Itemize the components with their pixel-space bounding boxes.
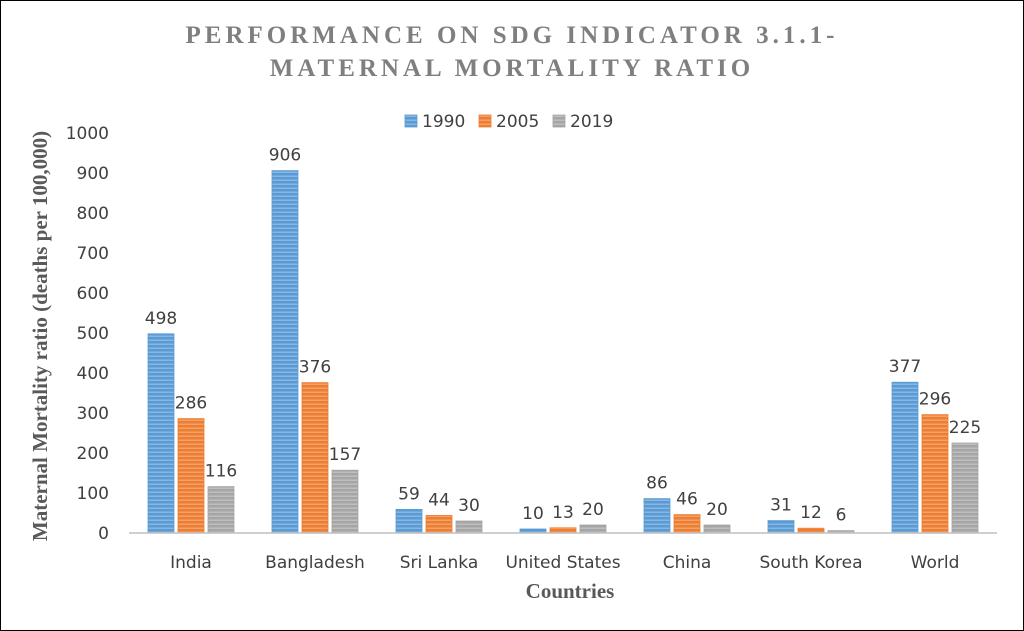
y-tick-label: 200	[77, 444, 109, 464]
legend-label: 2019	[570, 112, 613, 132]
bar-2005	[921, 414, 949, 534]
bar-2019	[207, 486, 235, 534]
x-tick-label: South Korea	[759, 553, 862, 573]
data-label: 116	[205, 462, 237, 482]
data-label: 286	[175, 394, 207, 414]
chart-title-line-1: PERFORMANCE ON SDG INDICATOR 3.1.1-	[186, 22, 839, 49]
bar-2005	[549, 527, 577, 534]
x-tick-label: India	[170, 553, 212, 573]
bar-1990	[891, 381, 919, 534]
data-label: 31	[770, 496, 792, 516]
legend-label: 2005	[496, 112, 539, 132]
bar-1990	[767, 520, 795, 534]
x-tick-label: China	[663, 553, 712, 573]
x-tick-label: World	[911, 553, 960, 573]
y-tick-label: 600	[77, 284, 109, 304]
data-label: 10	[522, 504, 544, 524]
legend: 1990 2005 2019	[404, 112, 613, 132]
data-label: 59	[398, 484, 420, 504]
legend-swatch	[552, 114, 566, 128]
x-axis-title: Countries	[526, 579, 615, 603]
data-label: 6	[836, 506, 847, 526]
data-label: 46	[676, 490, 698, 510]
legend-label: 1990	[422, 112, 465, 132]
y-tick-label: 1000	[66, 124, 109, 144]
data-label: 30	[458, 496, 480, 516]
x-tick-label: Bangladesh	[265, 553, 365, 573]
x-tick-label: United States	[505, 553, 620, 573]
data-label: 296	[919, 390, 951, 410]
bar-2005	[673, 514, 701, 534]
x-axis: India Bangladesh Sri Lanka United States Chi…	[129, 532, 997, 573]
legend-swatch	[404, 114, 418, 128]
legend-swatch	[478, 114, 492, 128]
data-label: 376	[299, 358, 331, 378]
y-tick-label: 500	[77, 324, 109, 344]
data-label: 498	[145, 309, 177, 329]
bar-2019	[703, 524, 731, 534]
bar-1990	[395, 508, 423, 534]
y-axis-title: Maternal Mortality ratio (deaths per 100…	[28, 131, 52, 541]
bar-2019	[455, 520, 483, 534]
data-label: 906	[269, 146, 301, 166]
y-tick-label: 700	[77, 244, 109, 264]
bar-2019	[331, 469, 359, 534]
data-label: 13	[552, 503, 574, 523]
data-label: 86	[646, 474, 668, 494]
bar-2005	[301, 382, 329, 534]
y-tick-label: 100	[77, 484, 109, 504]
bar-2005	[425, 515, 453, 534]
y-tick-label: 400	[77, 364, 109, 384]
data-label: 44	[428, 490, 450, 510]
data-label: 20	[582, 500, 604, 520]
y-tick-label: 300	[77, 404, 109, 424]
data-labels: 498 286 116 906 376 157 59 44 30 10 13 20 86 46 20 31 12…	[145, 146, 981, 526]
bars	[147, 170, 979, 534]
bar-2019	[951, 442, 979, 534]
bar-2019	[579, 524, 607, 534]
bar-1990	[147, 333, 175, 534]
y-tick-label: 800	[77, 204, 109, 224]
y-tick-label: 900	[77, 164, 109, 184]
data-label: 20	[706, 500, 728, 520]
data-label: 225	[949, 418, 981, 438]
bar-1990	[643, 498, 671, 534]
bar-1990	[271, 170, 299, 534]
x-tick-label: Sri Lanka	[400, 553, 479, 573]
y-axis: 0 100 200 300 400 500 600 700 800 900 1000	[66, 124, 109, 544]
y-tick-label: 0	[98, 524, 109, 544]
data-label: 12	[800, 503, 822, 523]
bar-2005	[177, 418, 205, 534]
chart-title-line-2: MATERNAL MORTALITY RATIO	[270, 55, 755, 82]
data-label: 157	[329, 445, 361, 465]
data-label: 377	[889, 357, 921, 377]
